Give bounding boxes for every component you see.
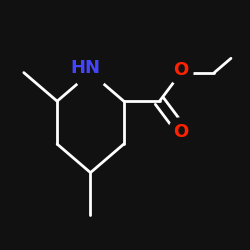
Text: O: O — [173, 61, 188, 79]
Text: HN: HN — [71, 59, 101, 77]
Circle shape — [169, 61, 193, 84]
Text: O: O — [173, 123, 188, 141]
Circle shape — [74, 56, 107, 89]
Circle shape — [169, 118, 193, 142]
